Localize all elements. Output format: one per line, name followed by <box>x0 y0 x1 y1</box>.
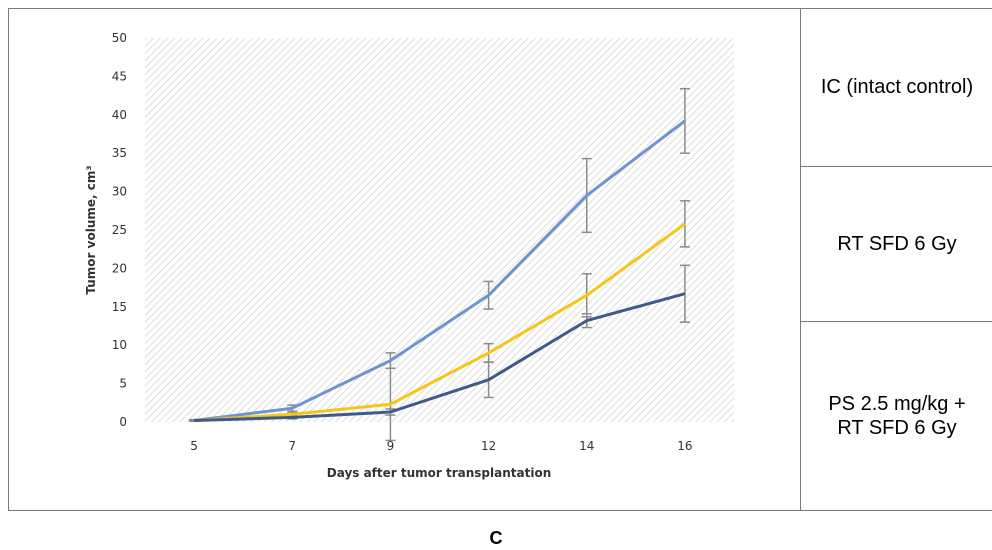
plot-area <box>145 38 734 422</box>
y-tick-label: 50 <box>112 31 127 45</box>
error-bar <box>679 264 690 323</box>
x-axis-title: Days after tumor transplantation <box>327 466 552 480</box>
x-tick-label: 5 <box>190 439 198 453</box>
x-tick-label: 12 <box>481 439 496 453</box>
legend-divider <box>801 321 992 322</box>
y-tick-label: 20 <box>112 261 127 275</box>
legend-item-ic: IC (intact control) <box>820 76 974 98</box>
x-tick-label: 16 <box>677 439 692 453</box>
figure-frame <box>8 8 992 511</box>
x-tick-label: 9 <box>387 439 395 453</box>
legend-item-rt: RT SFD 6 Gy <box>837 233 957 255</box>
error-bar <box>679 200 690 248</box>
y-tick-label: 10 <box>112 338 127 352</box>
y-axis: 0 5 10 15 20 25 30 35 40 45 50 <box>112 31 127 429</box>
line-chart: 0 5 10 15 20 25 30 35 40 45 50 5 7 9 12 14 16 Days afte… <box>84 31 734 480</box>
y-tick-label: 5 <box>119 377 127 391</box>
y-tick-label: 15 <box>112 300 127 314</box>
y-tick-label: 45 <box>112 69 127 83</box>
legend: IC (intact control) RT SFD 6 Gy PS 2.5 m… <box>800 8 992 511</box>
series-lines <box>193 119 686 422</box>
series-line-0 <box>193 119 686 422</box>
panel-label: C <box>489 528 503 548</box>
legend-divider <box>801 166 992 167</box>
y-tick-label: 0 <box>119 415 127 429</box>
y-tick-label: 40 <box>112 108 127 122</box>
x-axis: 5 7 9 12 14 16 <box>190 439 692 453</box>
series-line-2 <box>194 292 686 422</box>
y-tick-label: 30 <box>112 185 127 199</box>
y-axis-title: Tumor volume, cm³ <box>84 165 98 294</box>
x-tick-label: 7 <box>288 439 296 453</box>
y-tick-label: 25 <box>112 223 127 237</box>
series-line-1 <box>194 222 686 422</box>
y-tick-label: 35 <box>112 146 127 160</box>
legend-item-ps-rt: PS 2.5 mg/kg + RT SFD 6 Gy <box>828 393 966 439</box>
x-tick-label: 14 <box>579 439 594 453</box>
